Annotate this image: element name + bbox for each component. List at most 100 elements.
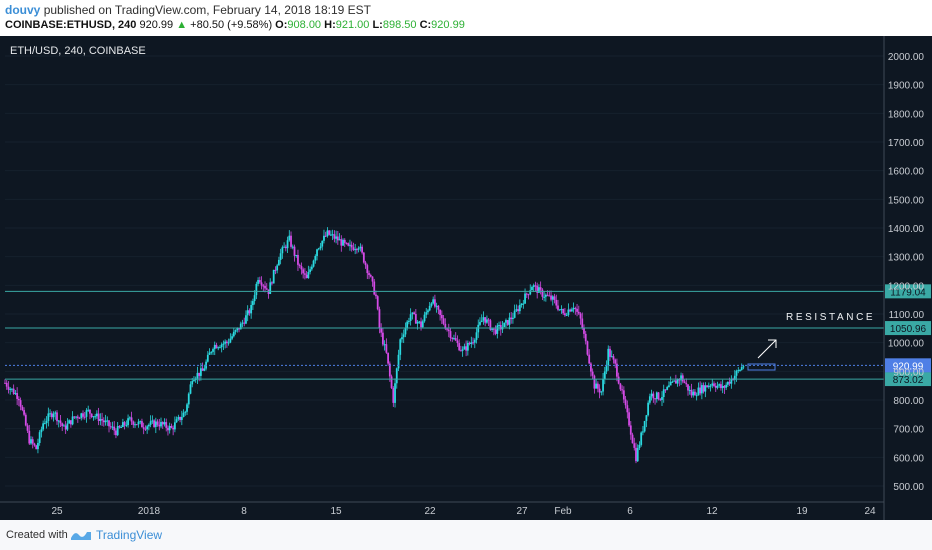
candle-body <box>90 413 93 417</box>
candle-body <box>208 352 211 355</box>
candle-body <box>605 365 608 372</box>
candle-body <box>17 398 20 401</box>
candle-body <box>401 337 403 340</box>
candle-body <box>690 389 693 396</box>
candle-body <box>711 383 714 386</box>
candle-body <box>234 330 237 332</box>
candle-body <box>572 307 575 310</box>
candle-body <box>5 382 8 387</box>
tradingview-link[interactable]: TradingView <box>96 528 163 542</box>
candle-body <box>518 305 521 312</box>
candle-body <box>638 444 641 449</box>
candle-body <box>241 322 244 324</box>
candle-body <box>222 343 225 345</box>
candle-body <box>250 305 253 314</box>
candle-body <box>135 424 138 426</box>
candle-body <box>440 314 443 319</box>
candle-body <box>428 305 431 311</box>
candle-body <box>251 301 254 306</box>
symbol-info: COINBASE:ETHUSD, 240 920.99 ▲ +80.50 (+9… <box>5 19 465 31</box>
candle-body <box>121 422 124 428</box>
candle-body <box>35 445 38 450</box>
x-tick-label: 19 <box>796 506 808 517</box>
candle-body <box>544 294 547 297</box>
candle-body <box>276 265 279 271</box>
candle-body <box>12 388 15 394</box>
candle-body <box>300 266 303 270</box>
candle-body <box>674 380 677 384</box>
candle-body <box>116 426 119 436</box>
x-tick-label: 24 <box>864 506 876 517</box>
x-tick-label: 22 <box>424 506 436 517</box>
candle-body <box>85 410 88 417</box>
candle-body <box>229 338 232 343</box>
candle-body <box>520 303 523 306</box>
candle-body <box>75 416 77 418</box>
candle-body <box>71 416 74 425</box>
arrow-icon <box>757 339 777 359</box>
candle-body <box>451 338 454 340</box>
candle-body <box>128 417 131 419</box>
candle-body <box>349 244 351 246</box>
candle-body <box>21 406 24 411</box>
chart-title: ETH/USD, 240, COINBASE <box>10 45 146 57</box>
candle-body <box>180 416 183 420</box>
candle-body <box>527 294 530 296</box>
candle-body <box>37 442 39 450</box>
candle-body <box>427 310 429 313</box>
y-tick-label: 700.00 <box>893 425 924 436</box>
candle-body <box>515 309 518 311</box>
y-tick-label: 1300.00 <box>888 253 925 264</box>
candle-body <box>569 309 572 312</box>
candle-body <box>239 323 242 330</box>
candle-body <box>525 293 528 295</box>
author-link[interactable]: douvy <box>5 3 41 17</box>
candle-body <box>154 421 157 427</box>
candle-body <box>557 305 559 310</box>
candle-body <box>437 305 440 310</box>
candle-body <box>430 303 433 306</box>
candle-body <box>97 413 100 421</box>
chart-canvas[interactable]: 1179.04 1050.96 873.02 920.99 2000.00 1900.0… <box>0 36 932 520</box>
last-price-label-bg <box>885 358 931 373</box>
candle-body <box>87 409 90 411</box>
candles <box>4 227 745 464</box>
candle-body <box>697 387 700 396</box>
low-value: 898.50 <box>382 19 417 31</box>
x-tick-label: 15 <box>330 506 342 517</box>
candle-body <box>132 421 135 425</box>
last-price-label: 920.99 <box>893 361 924 372</box>
candle-body <box>253 295 256 302</box>
candle-body <box>9 388 12 390</box>
candle-body <box>456 340 459 344</box>
candle-body <box>499 325 502 330</box>
y-tick-label: 1800.00 <box>888 109 925 120</box>
candle-body <box>111 426 114 428</box>
candle-body <box>338 239 341 241</box>
candle-body <box>106 420 109 422</box>
candle-body <box>38 432 41 443</box>
candle-body <box>144 428 147 430</box>
candle-body <box>193 380 195 382</box>
candle-body <box>243 322 246 324</box>
candle-body <box>376 296 379 310</box>
candle-body <box>309 269 311 273</box>
candle-body <box>421 321 424 328</box>
tradingview-logo-icon[interactable] <box>70 528 92 542</box>
candle-body <box>650 393 653 397</box>
price-chart[interactable]: 1179.04 1050.96 873.02 920.99 2000.00 1900.0… <box>0 36 932 520</box>
candle-body <box>486 319 488 323</box>
candle-body <box>213 344 216 350</box>
candle-body <box>175 419 178 423</box>
candle-body <box>505 320 507 323</box>
candle-body <box>453 338 455 340</box>
candle-body <box>397 354 400 369</box>
published-text: published on TradingView.com, February 1… <box>43 3 372 17</box>
candle-body <box>564 313 566 316</box>
candle-body <box>466 342 469 351</box>
candle-body <box>61 423 64 427</box>
candle-body <box>387 352 390 364</box>
candle-body <box>224 341 227 344</box>
candle-body <box>508 317 511 325</box>
candle-body <box>694 391 696 396</box>
